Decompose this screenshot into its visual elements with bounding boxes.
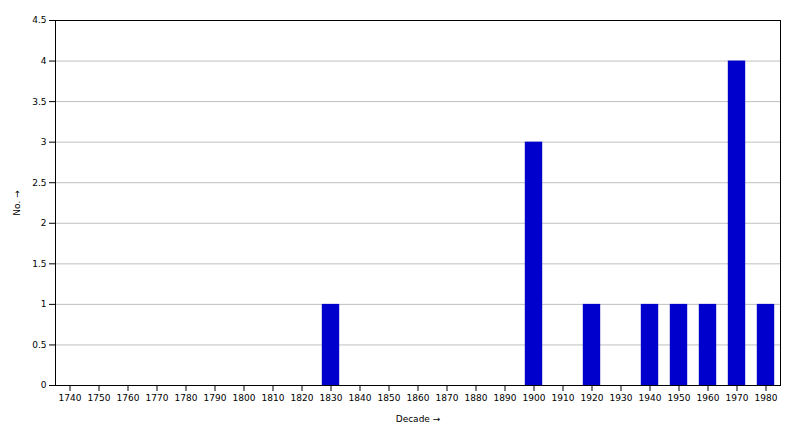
svg-text:1930: 1930 xyxy=(610,393,633,403)
svg-text:1810: 1810 xyxy=(262,393,285,403)
svg-text:1: 1 xyxy=(41,299,47,309)
svg-text:1.5: 1.5 xyxy=(32,259,46,269)
svg-text:1770: 1770 xyxy=(146,393,169,403)
svg-text:0: 0 xyxy=(41,380,47,390)
svg-text:1820: 1820 xyxy=(291,393,314,403)
svg-text:1880: 1880 xyxy=(465,393,488,403)
svg-text:Decade →: Decade → xyxy=(396,414,441,424)
svg-text:No. →: No. → xyxy=(12,190,22,216)
svg-text:1850: 1850 xyxy=(378,393,401,403)
svg-text:1910: 1910 xyxy=(552,393,575,403)
svg-text:1840: 1840 xyxy=(349,393,372,403)
svg-text:1750: 1750 xyxy=(88,393,111,403)
svg-text:1790: 1790 xyxy=(204,393,227,403)
svg-text:4: 4 xyxy=(41,56,47,66)
svg-text:1800: 1800 xyxy=(233,393,256,403)
svg-text:0.5: 0.5 xyxy=(32,340,46,350)
svg-text:1900: 1900 xyxy=(523,393,546,403)
svg-text:1760: 1760 xyxy=(117,393,140,403)
svg-text:1960: 1960 xyxy=(697,393,720,403)
svg-text:1780: 1780 xyxy=(175,393,198,403)
svg-text:1830: 1830 xyxy=(320,393,343,403)
svg-text:1970: 1970 xyxy=(726,393,749,403)
svg-text:2: 2 xyxy=(41,218,47,228)
svg-text:1940: 1940 xyxy=(639,393,662,403)
svg-text:1860: 1860 xyxy=(407,393,430,403)
svg-text:3: 3 xyxy=(41,137,47,147)
svg-text:1870: 1870 xyxy=(436,393,459,403)
svg-text:3.5: 3.5 xyxy=(32,96,46,106)
svg-text:2.5: 2.5 xyxy=(32,178,46,188)
svg-text:1740: 1740 xyxy=(59,393,82,403)
svg-text:4.5: 4.5 xyxy=(32,15,46,25)
svg-text:1950: 1950 xyxy=(668,393,691,403)
svg-text:1890: 1890 xyxy=(494,393,517,403)
svg-text:1920: 1920 xyxy=(581,393,604,403)
svg-text:1980: 1980 xyxy=(755,393,778,403)
